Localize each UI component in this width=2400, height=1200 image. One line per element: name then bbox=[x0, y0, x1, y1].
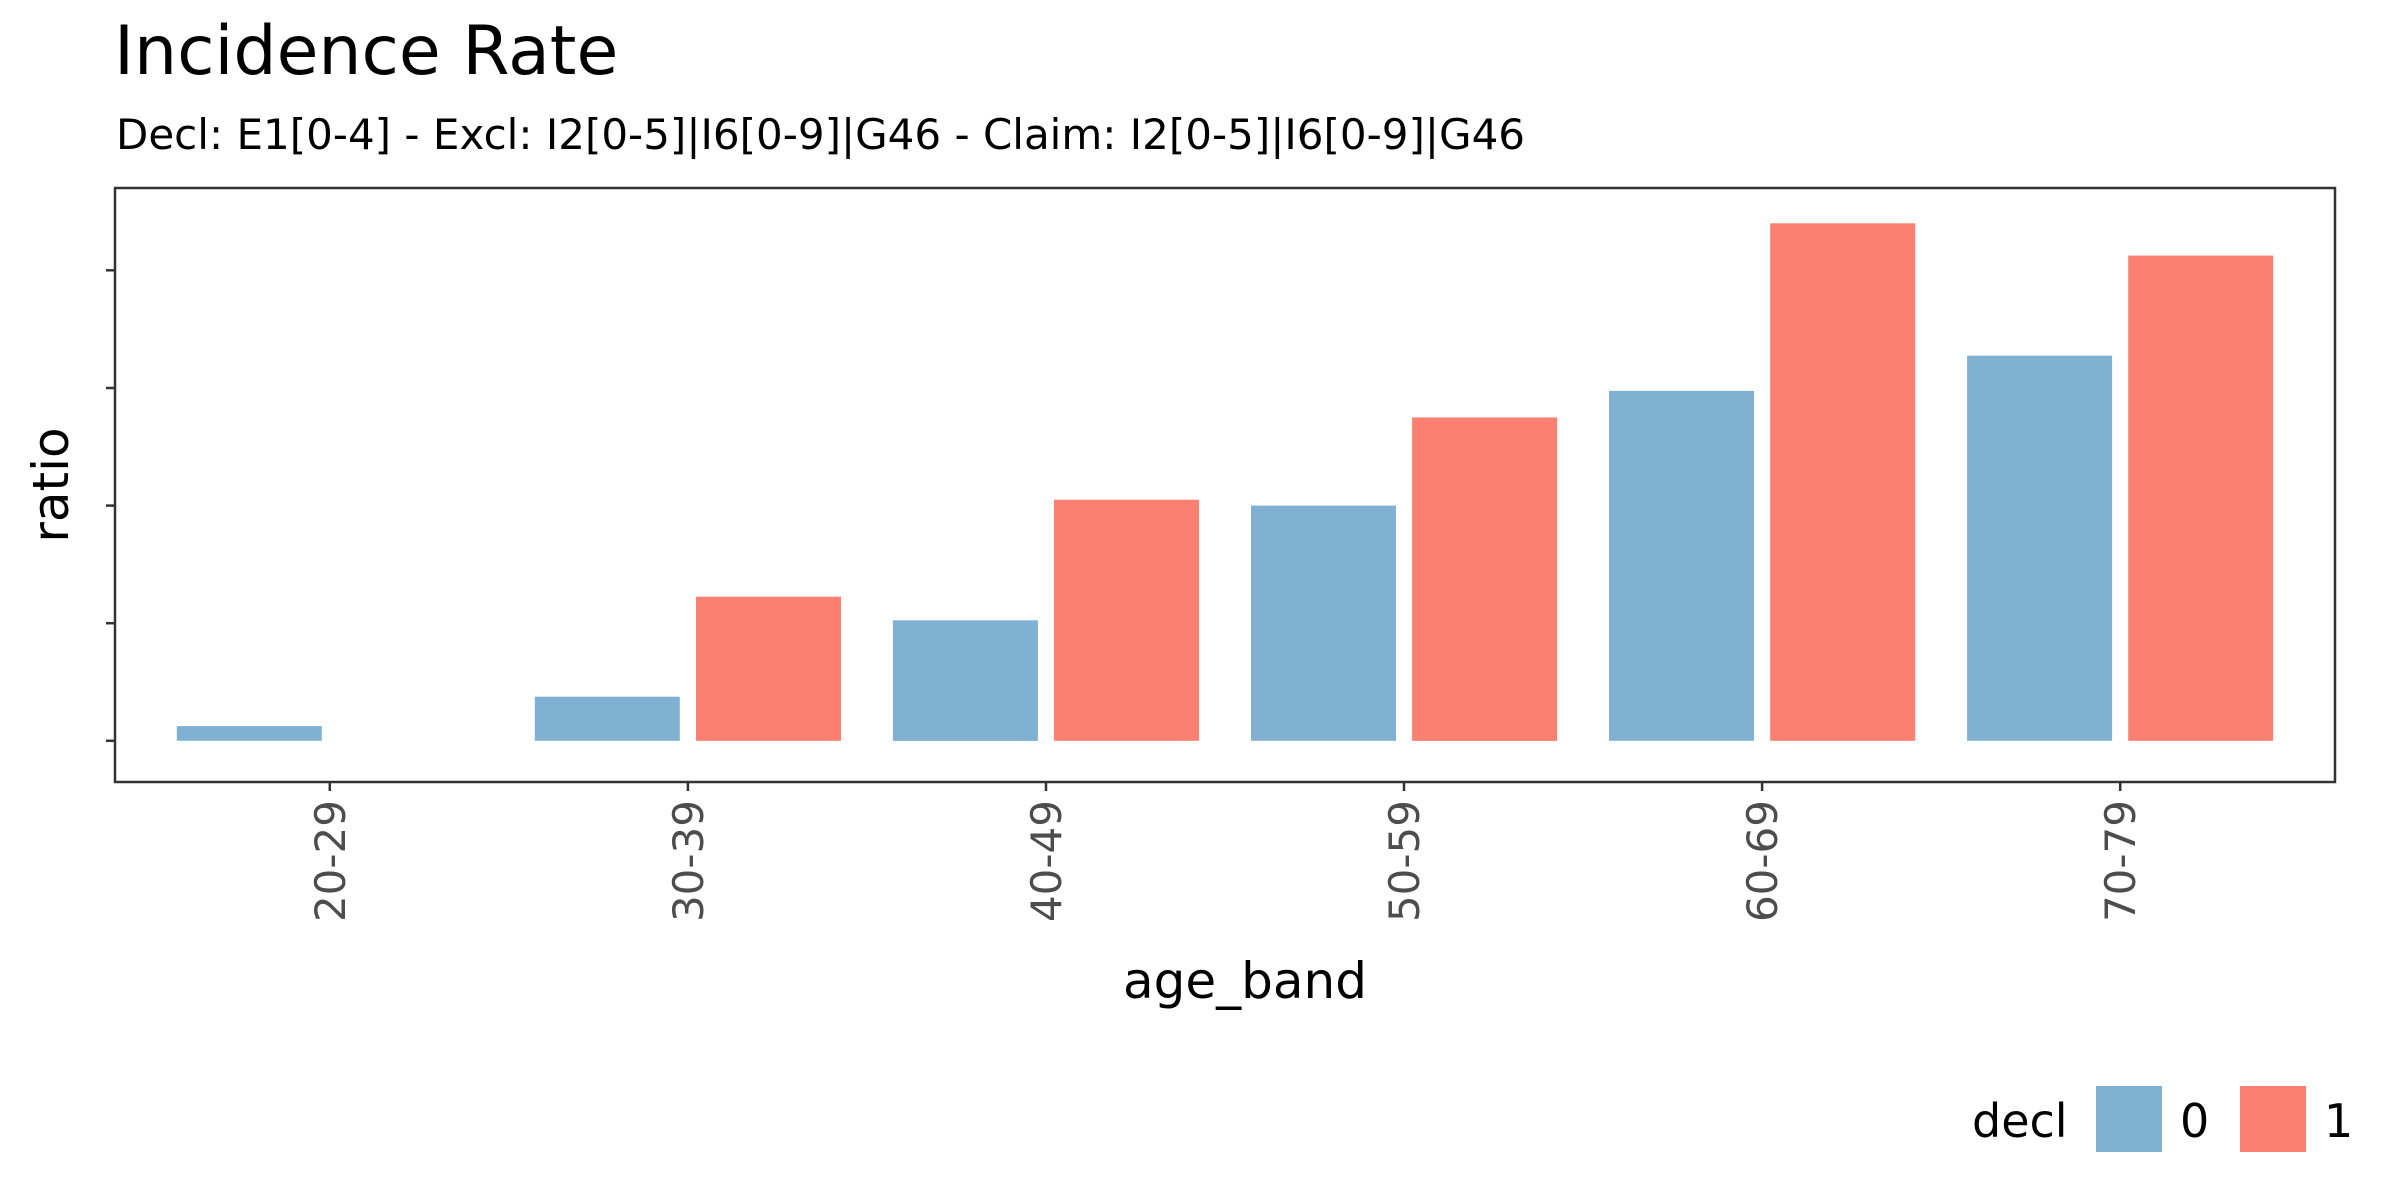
legend-title: decl bbox=[1972, 1094, 2068, 1148]
y-axis-title: ratio bbox=[22, 427, 80, 542]
bar-60-69-decl-0 bbox=[1609, 390, 1754, 741]
y-axis-ticks bbox=[106, 269, 115, 743]
x-tick-label-20-29: 20-29 bbox=[306, 800, 355, 922]
plot-panel bbox=[113, 186, 2337, 784]
bar-40-49-decl-1 bbox=[1054, 499, 1199, 741]
chart-subtitle: Decl: E1[0-4] - Excl: I2[0-5]|I6[0-9]|G4… bbox=[116, 110, 1526, 159]
legend-label-1: 1 bbox=[2324, 1094, 2353, 1148]
bar-30-39-decl-0 bbox=[534, 696, 680, 741]
bar-40-49-decl-0 bbox=[892, 620, 1038, 741]
bars-layer bbox=[176, 223, 2274, 741]
x-tick-label-40-49: 40-49 bbox=[1022, 800, 1071, 922]
bar-30-39-decl-1 bbox=[696, 596, 841, 741]
legend: decl 0 1 bbox=[1972, 1086, 2353, 1152]
bar-50-59-decl-1 bbox=[1412, 417, 1558, 741]
bar-50-59-decl-0 bbox=[1251, 505, 1396, 741]
x-axis-ticks: 20-29 30-39 40-49 50-59 60-69 70-79 bbox=[306, 782, 2145, 922]
x-axis-title: age_band bbox=[1123, 952, 1367, 1010]
x-tick-label-30-39: 30-39 bbox=[664, 800, 713, 922]
legend-key-1 bbox=[2240, 1086, 2306, 1152]
x-tick-label-60-69: 60-69 bbox=[1738, 800, 1787, 922]
bar-70-79-decl-0 bbox=[1967, 355, 2113, 741]
bar-20-29-decl-0 bbox=[176, 726, 322, 741]
x-tick-label-50-59: 50-59 bbox=[1380, 800, 1429, 922]
bar-70-79-decl-1 bbox=[2128, 255, 2274, 741]
chart-title: Incidence Rate bbox=[114, 12, 619, 91]
legend-label-0: 0 bbox=[2180, 1094, 2209, 1148]
legend-key-0 bbox=[2096, 1086, 2162, 1152]
bar-60-69-decl-1 bbox=[1770, 223, 1916, 741]
x-tick-label-70-79: 70-79 bbox=[2096, 800, 2145, 922]
